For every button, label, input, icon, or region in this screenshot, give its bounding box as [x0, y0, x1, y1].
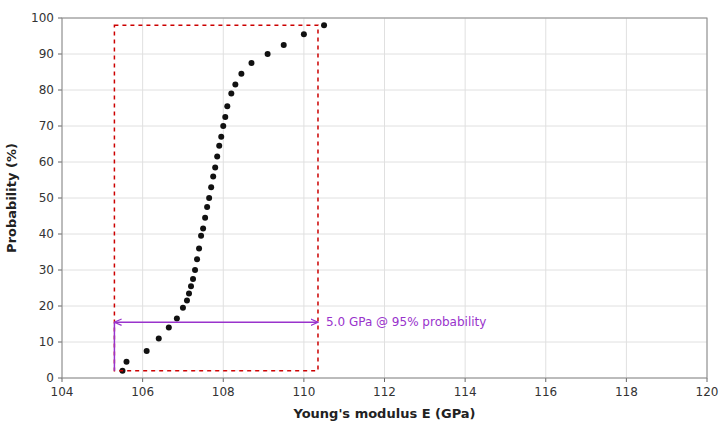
point [208, 184, 214, 190]
tick-mark [58, 270, 62, 271]
point [321, 22, 327, 28]
tick-label: 30 [39, 263, 54, 277]
point [216, 143, 222, 149]
point [186, 290, 192, 296]
axes: 104 106 108 110 112 114 116 118 120 0 10 20 30 40 50 60… [31, 11, 718, 399]
point [265, 51, 271, 57]
point [204, 204, 210, 210]
chart: 104 106 108 110 112 114 116 118 120 0 10 20 30 40 50 60… [0, 0, 727, 430]
tick-mark [626, 378, 627, 382]
grid-line [62, 126, 707, 127]
range-rectangle [114, 25, 318, 371]
tick-label: 60 [39, 155, 54, 169]
point [184, 298, 190, 304]
tick-label: 116 [534, 385, 557, 399]
point [238, 71, 244, 77]
point [212, 164, 218, 170]
vertical-line [114, 322, 116, 371]
point [220, 123, 226, 129]
point [200, 226, 206, 232]
point [248, 60, 254, 66]
tick-mark [303, 378, 304, 382]
tick-mark [465, 378, 466, 382]
point [196, 245, 202, 251]
point [206, 195, 212, 201]
point [228, 91, 234, 97]
point [202, 215, 208, 221]
point [210, 173, 216, 179]
grid-line [62, 270, 707, 271]
point [190, 276, 196, 282]
tick-mark [707, 378, 708, 382]
tick-label: 40 [39, 227, 54, 241]
point [224, 103, 230, 109]
tick-mark [58, 126, 62, 127]
point [188, 283, 194, 289]
plot-frame [62, 18, 707, 378]
grid [62, 18, 707, 378]
point [144, 348, 150, 354]
tick-mark [62, 378, 63, 382]
grid-line [62, 90, 707, 91]
point [194, 256, 200, 262]
tick-mark [58, 198, 62, 199]
point [301, 31, 307, 37]
y-axis-label: Probability (%) [4, 143, 19, 253]
tick-label: 70 [39, 119, 54, 133]
point [198, 233, 204, 239]
tick-label: 108 [212, 385, 235, 399]
tick-label: 0 [46, 371, 54, 385]
grid-line [62, 162, 707, 163]
tick-label: 114 [454, 385, 477, 399]
point [232, 82, 238, 88]
tick-label: 106 [131, 385, 154, 399]
point [222, 114, 228, 120]
tick-label: 120 [696, 385, 719, 399]
tick-mark [384, 378, 385, 382]
tick-label: 100 [31, 11, 54, 25]
tick-label: 20 [39, 299, 54, 313]
point [218, 134, 224, 140]
grid-line [62, 54, 707, 55]
tick-label: 90 [39, 47, 54, 61]
tick-label: 80 [39, 83, 54, 97]
tick-mark [223, 378, 224, 382]
point [174, 316, 180, 322]
tick-mark [58, 54, 62, 55]
plot-area [114, 22, 327, 374]
tick-mark [58, 18, 62, 19]
annotation: 5.0 GPa @ 95% probability [326, 315, 486, 329]
tick-label: 50 [39, 191, 54, 205]
point [124, 359, 130, 365]
tick-mark [58, 342, 62, 343]
tick-mark [58, 378, 62, 379]
range-arrow [114, 321, 318, 323]
tick-mark [58, 90, 62, 91]
grid-line [62, 198, 707, 199]
point [281, 42, 287, 48]
point [180, 305, 186, 311]
point [166, 325, 172, 331]
tick-label: 118 [615, 385, 638, 399]
tick-label: 110 [292, 385, 315, 399]
tick-label: 104 [51, 385, 74, 399]
tick-mark [545, 378, 546, 382]
grid-line [62, 306, 707, 307]
point [192, 267, 198, 273]
point [156, 335, 162, 341]
tick-mark [58, 162, 62, 163]
grid-line [62, 234, 707, 235]
point [214, 154, 220, 160]
tick-mark [58, 306, 62, 307]
x-axis-label: Young's modulus E (GPa) [292, 406, 475, 421]
grid-line [62, 342, 707, 343]
tick-mark [58, 234, 62, 235]
tick-label: 112 [373, 385, 396, 399]
tick-mark [142, 378, 143, 382]
tick-label: 10 [39, 335, 54, 349]
